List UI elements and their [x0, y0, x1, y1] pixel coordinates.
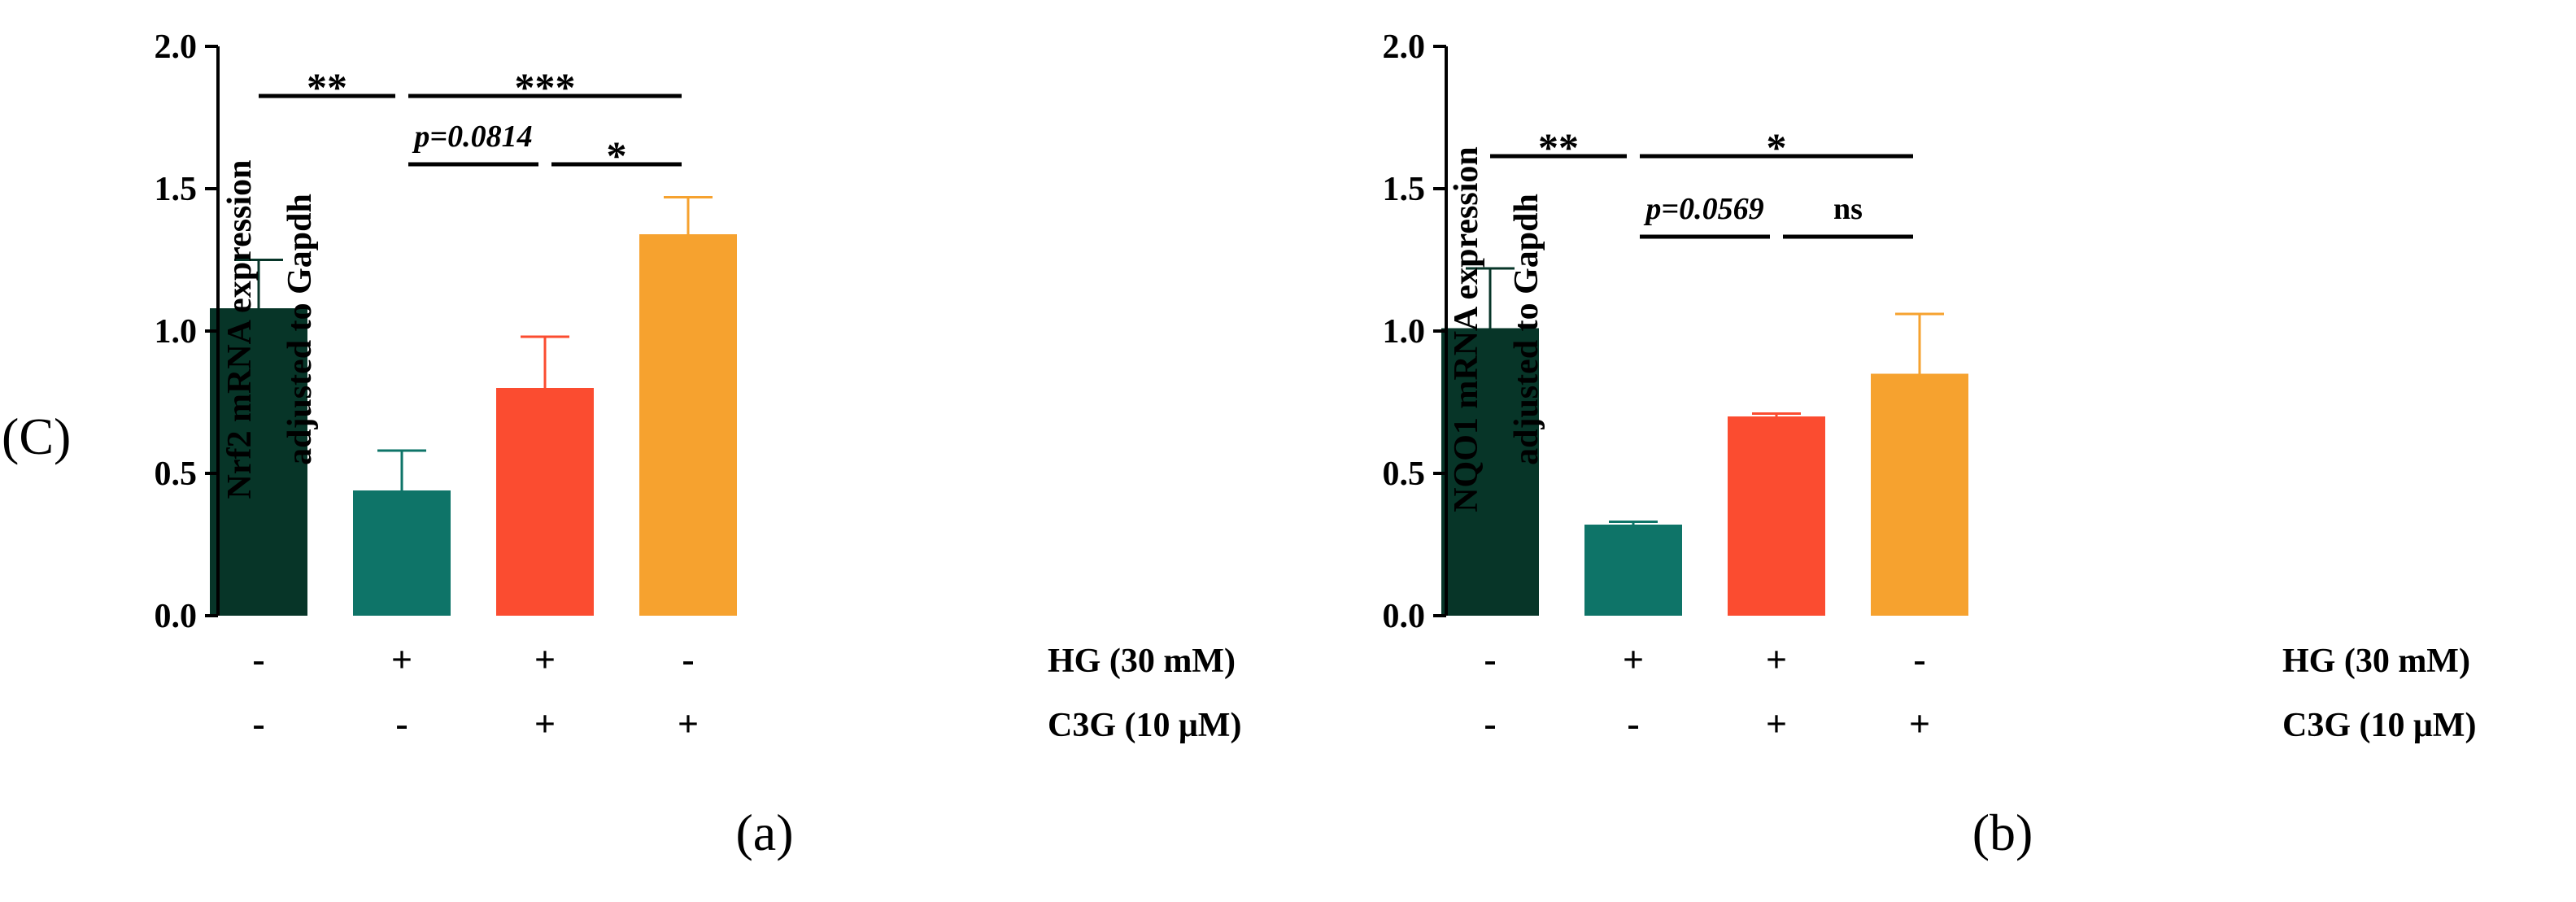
condition-sign: - [252, 703, 264, 744]
significance-label: *** [515, 64, 576, 110]
significance-label: ** [1538, 124, 1579, 170]
y-axis-label: Nrf2 mRNA expression [221, 160, 259, 499]
condition-label: HG (30 mM) [2282, 643, 2470, 680]
y-tick-label: 2.0 [155, 28, 198, 66]
bar [639, 234, 737, 616]
condition-sign: - [1484, 638, 1496, 680]
condition-sign: + [534, 703, 556, 744]
bar [1728, 416, 1825, 616]
y-axis-label: NQO1 mRNA expression [1448, 146, 1485, 512]
condition-sign: + [1766, 638, 1787, 680]
bar [1441, 328, 1539, 616]
y-tick-label: 0.0 [155, 598, 198, 635]
y-tick-label: 0.0 [1383, 598, 1426, 635]
significance-label: p=0.0814 [412, 120, 532, 154]
condition-sign: - [1484, 703, 1496, 744]
bar [496, 388, 594, 616]
condition-sign: + [678, 703, 699, 744]
bar [210, 308, 307, 616]
condition-sign: - [252, 638, 264, 680]
bar [1871, 373, 1968, 616]
condition-sign: + [534, 638, 556, 680]
condition-sign: - [682, 638, 694, 680]
significance-label: ** [307, 64, 347, 110]
condition-label: C3G (10 μM) [2282, 707, 2476, 744]
bar [353, 490, 451, 616]
y-tick-label: 0.5 [1383, 455, 1426, 493]
y-tick-label: 0.5 [155, 455, 198, 493]
chart-panel-b: 0.0 0.5 1.0 1.5 2.0 NQO1 mRNA expression adjus… [1383, 28, 2477, 861]
condition-sign: - [1627, 703, 1639, 744]
chart-panel-a: 0.0 0.5 1.0 1.5 2.0 Nrf2 mRNA expression adjus… [155, 28, 1242, 861]
y-tick-label: 1.5 [1383, 171, 1426, 208]
condition-sign: + [391, 638, 412, 680]
significance-label: * [1767, 124, 1787, 170]
y-tick-label: 2.0 [1383, 28, 1426, 66]
condition-sign: + [1623, 638, 1644, 680]
y-tick-label: 1.0 [155, 313, 198, 351]
y-tick-label: 1.5 [155, 171, 198, 208]
condition-sign: - [395, 703, 408, 744]
panel-label: (b) [1972, 804, 2033, 861]
bar [1584, 525, 1682, 616]
y-axis-label: adjusted to Gapdh [281, 194, 319, 465]
y-tick-label: 1.0 [1383, 313, 1426, 351]
y-axis-label: adjusted to Gapdh [1508, 194, 1545, 465]
significance-label: p=0.0569 [1643, 192, 1763, 226]
condition-sign: + [1766, 703, 1787, 744]
condition-label: HG (30 mM) [1048, 643, 1236, 680]
condition-label: C3G (10 μM) [1048, 707, 1241, 744]
figure-label: (C) [2, 407, 71, 465]
condition-sign: + [1909, 703, 1930, 744]
significance-label: ns [1833, 192, 1863, 226]
significance-label: * [607, 133, 627, 178]
condition-sign: - [1913, 638, 1925, 680]
panel-label: (a) [735, 804, 793, 861]
